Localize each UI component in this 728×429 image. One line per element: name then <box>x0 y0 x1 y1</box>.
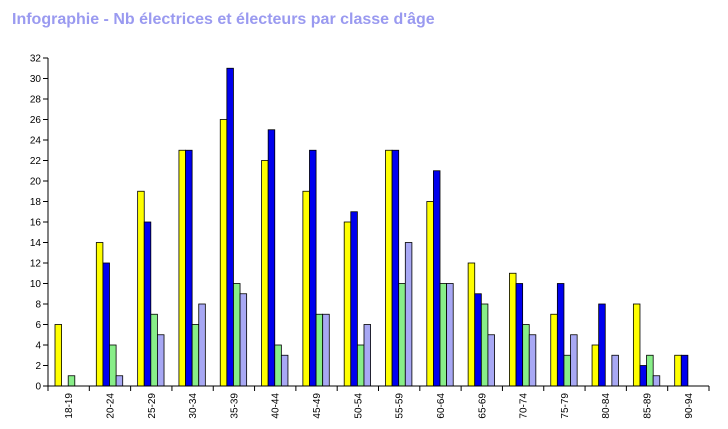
bar-65-69-series-1 <box>467 262 476 387</box>
x-tick-label: 85-89 <box>643 393 654 419</box>
bar-35-39-series-4 <box>239 293 248 387</box>
y-tick-label: 24 <box>30 136 42 147</box>
y-tick-label: 22 <box>30 156 42 167</box>
y-tick-label: 4 <box>35 341 41 352</box>
bar-55-59-series-4 <box>404 242 413 387</box>
bar-20-24-series-4 <box>115 375 124 387</box>
x-tick-label: 30-34 <box>188 393 199 419</box>
bar-40-44-series-2 <box>267 129 276 387</box>
bar-80-84-series-4 <box>611 354 619 387</box>
bar-45-49-series-4 <box>322 313 330 387</box>
bar-90-94-series-2 <box>680 354 689 387</box>
bar-75-79-series-2 <box>556 283 565 387</box>
x-tick-label: 35-39 <box>229 393 240 419</box>
bar-40-44-series-4 <box>280 354 289 387</box>
bar-25-29-series-2 <box>143 221 152 387</box>
bar-35-39-series-1 <box>219 119 228 387</box>
bar-20-24-series-2 <box>102 262 110 387</box>
bar-25-29-series-1 <box>137 190 145 387</box>
y-tick-label: 26 <box>30 115 42 126</box>
x-tick-label: 70-74 <box>519 393 530 419</box>
bars-group <box>54 67 689 387</box>
bar-75-79-series-3 <box>563 354 571 387</box>
bar-65-69-series-4 <box>487 334 495 387</box>
bar-25-29-series-4 <box>157 334 165 387</box>
x-tick-label: 20-24 <box>105 393 116 419</box>
bar-45-49-series-2 <box>309 149 317 387</box>
bar-90-94-series-1 <box>674 354 682 387</box>
bar-70-74-series-1 <box>509 272 517 387</box>
bar-30-34-series-3 <box>191 324 200 387</box>
y-tick-label: 8 <box>35 300 41 311</box>
bar-50-54-series-1 <box>343 221 352 387</box>
x-tick-label: 80-84 <box>601 393 612 419</box>
bar-18-19-series-3 <box>67 375 76 387</box>
bar-60-64-series-1 <box>426 201 434 387</box>
y-tick-label: 12 <box>30 259 42 270</box>
bar-30-34-series-4 <box>198 303 206 387</box>
x-tick-label: 55-59 <box>395 393 406 419</box>
bar-60-64-series-4 <box>446 283 454 387</box>
bar-70-74-series-2 <box>515 283 524 387</box>
bar-80-84-series-1 <box>591 344 600 387</box>
bar-65-69-series-2 <box>474 293 482 387</box>
y-tick-label: 18 <box>30 197 42 208</box>
bar-45-49-series-1 <box>302 190 310 387</box>
bar-70-74-series-3 <box>522 324 530 387</box>
x-tick-label: 50-54 <box>353 393 364 419</box>
y-tick-label: 16 <box>30 218 42 229</box>
x-tick-label: 25-29 <box>147 393 158 419</box>
bar-50-54-series-4 <box>363 324 371 387</box>
y-tick-label: 28 <box>30 95 42 106</box>
bar-60-64-series-3 <box>439 283 448 387</box>
bar-85-89-series-3 <box>646 354 654 387</box>
bar-40-44-series-3 <box>274 344 282 387</box>
bar-85-89-series-4 <box>652 375 661 387</box>
y-tick-label: 2 <box>35 361 41 372</box>
bar-35-39-series-3 <box>233 283 241 387</box>
x-tick-label: 65-69 <box>477 393 488 419</box>
bar-80-84-series-2 <box>598 303 606 387</box>
bar-18-19-series-1 <box>54 324 62 387</box>
bar-50-54-series-2 <box>350 211 358 387</box>
bar-60-64-series-2 <box>433 170 441 387</box>
bar-20-24-series-1 <box>95 242 104 387</box>
y-tick-label: 32 <box>30 54 42 65</box>
bar-20-24-series-3 <box>109 344 117 387</box>
chart-title: Infographie - Nb électrices et électeurs… <box>12 11 435 28</box>
bar-30-34-series-1 <box>178 149 186 387</box>
x-tick-label: 45-49 <box>312 393 323 419</box>
bar-70-74-series-4 <box>528 334 537 387</box>
y-tick-label: 10 <box>30 279 42 290</box>
bar-85-89-series-2 <box>639 365 647 387</box>
y-tick-label: 0 <box>35 382 41 393</box>
bar-40-44-series-1 <box>261 160 269 387</box>
bar-65-69-series-3 <box>480 303 489 387</box>
x-tick-label: 60-64 <box>436 393 447 419</box>
x-tick-label: 75-79 <box>560 393 571 419</box>
y-tick-label: 30 <box>30 74 42 85</box>
bar-30-34-series-2 <box>185 149 193 387</box>
bar-55-59-series-1 <box>385 149 393 387</box>
y-tick-label: 6 <box>35 320 41 331</box>
x-tick-label: 40-44 <box>271 393 282 419</box>
bar-75-79-series-4 <box>570 334 578 387</box>
bar-75-79-series-1 <box>550 313 558 387</box>
x-tick-label: 90-94 <box>684 393 695 419</box>
y-tick-label: 14 <box>30 238 42 249</box>
bar-55-59-series-2 <box>391 149 400 387</box>
bar-50-54-series-3 <box>356 344 365 387</box>
y-tick-label: 20 <box>30 177 42 188</box>
bar-85-89-series-1 <box>632 303 641 387</box>
bar-35-39-series-2 <box>226 67 234 387</box>
bar-45-49-series-3 <box>315 313 324 387</box>
bar-55-59-series-3 <box>398 283 406 387</box>
bar-25-29-series-3 <box>150 313 158 387</box>
x-tick-label: 18-19 <box>64 393 75 419</box>
